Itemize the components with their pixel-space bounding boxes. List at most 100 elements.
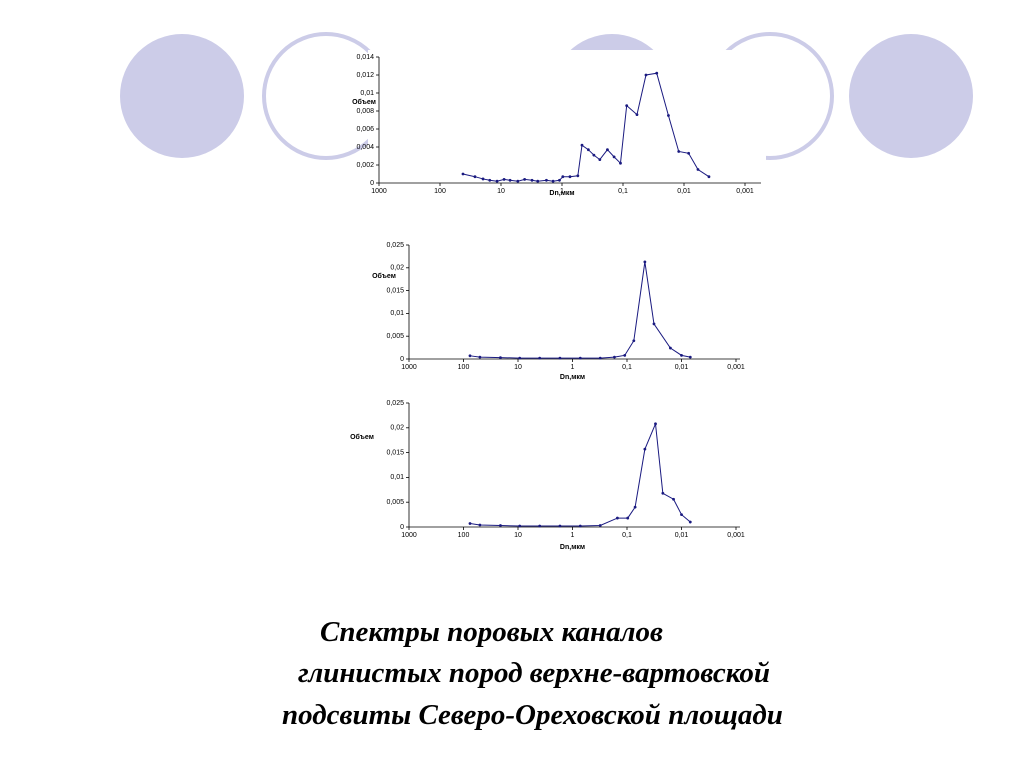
data-point — [677, 150, 681, 153]
x-tick-label: 0,1 — [618, 188, 628, 195]
data-point — [598, 356, 602, 360]
data-point — [633, 505, 637, 509]
caption: Спектры поровых каналов — [320, 616, 663, 648]
data-point — [558, 178, 561, 182]
y-tick-label: 0,006 — [356, 126, 374, 133]
data-point — [473, 175, 477, 179]
x-tick-label: 0,001 — [727, 532, 745, 539]
y-tick-label: 0,015 — [386, 287, 404, 294]
y-tick-label: 0,025 — [386, 242, 404, 249]
x-tick-label: 1000 — [371, 188, 387, 195]
x-tick-label: 0,01 — [675, 532, 689, 539]
data-point — [612, 155, 616, 159]
data-point — [478, 523, 482, 527]
data-point — [643, 260, 647, 264]
decoration — [120, 32, 973, 212]
data-point — [626, 516, 630, 520]
x-tick-label: 100 — [458, 364, 470, 371]
x-tick-label: 100 — [434, 188, 446, 195]
data-point — [696, 168, 700, 171]
data-point — [606, 148, 609, 152]
x-tick-label: 0,001 — [736, 188, 754, 195]
data-point — [468, 522, 472, 525]
data-point — [536, 179, 540, 183]
x-tick-label: 1000 — [401, 532, 417, 539]
data-point — [545, 178, 548, 182]
data-point — [561, 175, 565, 179]
x-tick-label: 10 — [514, 532, 522, 539]
y-tick-label: 0,02 — [390, 425, 404, 432]
y-tick-label: 0,01 — [390, 474, 404, 481]
data-point — [578, 524, 582, 528]
y-tick-label: 0,02 — [390, 265, 404, 272]
x-tick-label: 1000 — [401, 364, 417, 371]
y-tick-label: 0,012 — [356, 72, 374, 79]
data-line — [469, 423, 691, 527]
data-point — [680, 353, 683, 357]
x-tick-label: 0,1 — [622, 532, 632, 539]
data-point — [518, 356, 522, 360]
data-point — [481, 177, 485, 181]
x-tick-label: 10 — [514, 364, 522, 371]
data-point — [598, 158, 602, 162]
x-tick-label: 1 — [571, 532, 575, 539]
y-tick-label: 0,014 — [356, 54, 374, 61]
data-point — [668, 346, 672, 350]
data-point — [667, 114, 670, 117]
data-point — [661, 491, 665, 495]
y-tick-label: 0,01 — [360, 90, 374, 97]
data-point — [655, 71, 659, 75]
data-point — [598, 524, 602, 527]
data-point — [687, 151, 691, 155]
data-point — [672, 497, 675, 501]
y-axis-label: Объем — [352, 98, 376, 106]
y-tick-label: 0 — [400, 524, 404, 531]
y-tick-label: 0 — [370, 180, 374, 187]
data-point — [576, 174, 580, 178]
data-point — [644, 73, 648, 77]
data-point — [625, 104, 629, 107]
data-point — [654, 422, 657, 426]
data-point — [688, 520, 692, 524]
data-point — [516, 179, 520, 183]
data-point — [478, 355, 482, 359]
data-point — [632, 339, 636, 343]
y-tick-label: 0,015 — [386, 449, 404, 456]
data-point — [707, 175, 711, 179]
data-point — [558, 524, 562, 528]
y-tick-label: 0,004 — [356, 144, 374, 151]
data-point — [580, 143, 584, 147]
data-point — [538, 356, 542, 360]
x-axis-label: Dn,мкм — [560, 374, 585, 381]
x-tick-label: 0,01 — [677, 188, 691, 195]
data-point — [619, 161, 622, 165]
data-line — [469, 261, 691, 359]
data-point — [586, 148, 590, 152]
data-point — [488, 178, 492, 182]
x-axis-label: Dn,мкм — [560, 544, 585, 551]
caption: подсвиты Северо-Ореховской площади — [282, 699, 783, 731]
data-point — [461, 172, 465, 176]
data-point — [688, 355, 692, 359]
data-point — [623, 353, 627, 357]
x-axis-label: Dn,мкм — [549, 190, 574, 197]
data-point — [499, 524, 502, 527]
data-point — [568, 175, 572, 179]
data-point — [616, 516, 619, 520]
data-point — [652, 322, 656, 326]
y-tick-label: 0,002 — [356, 162, 374, 169]
data-point — [530, 178, 534, 182]
y-tick-label: 0,005 — [386, 499, 404, 506]
data-point — [502, 178, 506, 181]
y-tick-label: 0,025 — [386, 400, 404, 407]
data-point — [680, 513, 683, 516]
x-tick-label: 1 — [560, 188, 564, 195]
data-point — [523, 178, 527, 181]
x-tick-label: 0,001 — [727, 364, 745, 371]
caption: глинистых пород верхне-вартовской — [298, 657, 770, 689]
data-point — [592, 153, 596, 157]
data-point — [499, 356, 502, 360]
data-point — [643, 447, 647, 451]
y-tick-label: 0,008 — [356, 108, 374, 115]
